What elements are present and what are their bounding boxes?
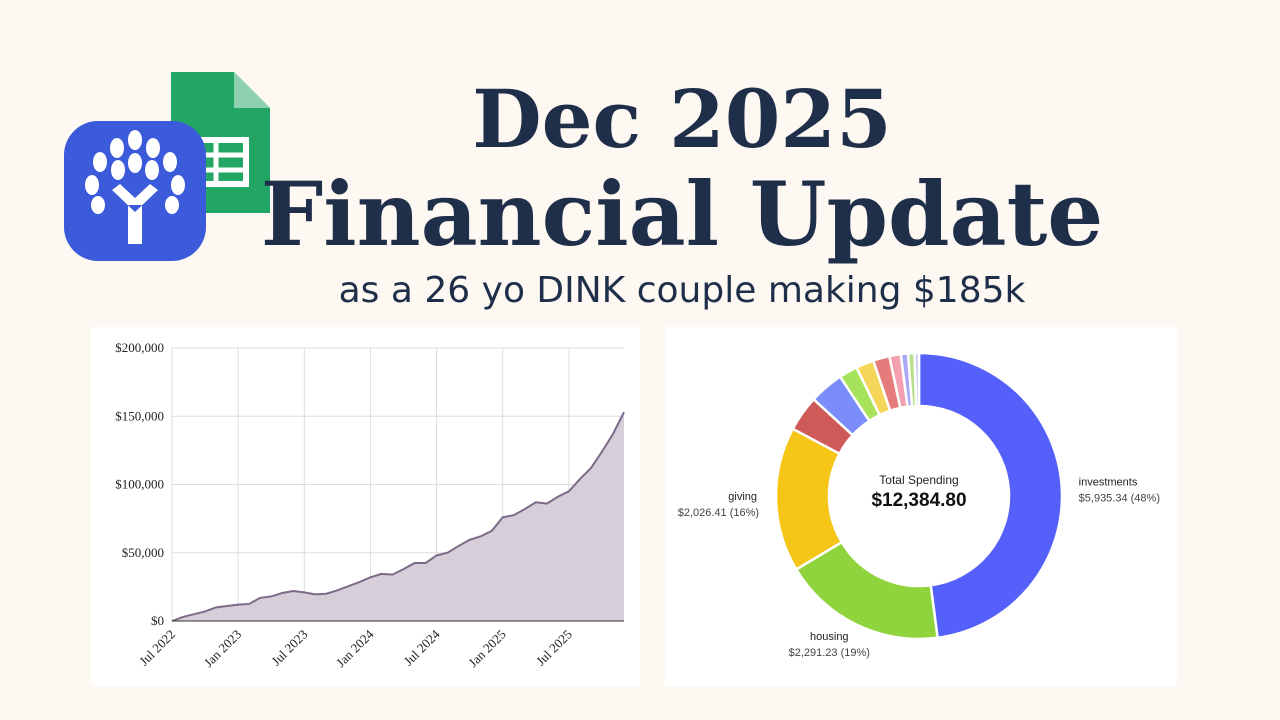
donut-chart: investments $5,935.34 (48%) housing $2,291.… xyxy=(678,351,1160,659)
title-line-2: Financial Update xyxy=(261,162,1103,266)
title-line-1: Dec 2025 xyxy=(472,72,892,166)
slice-label: giving xyxy=(728,491,757,503)
y-tick-label: $200,000 xyxy=(115,340,164,355)
slice-value-label: $2,026.41 (16%) xyxy=(678,507,759,519)
area xyxy=(172,412,624,621)
slice-value-label: $2,291.23 (19%) xyxy=(789,647,870,659)
center-title: Total Spending xyxy=(879,473,958,487)
slice-label: housing xyxy=(810,631,849,643)
y-tick-label: $50,000 xyxy=(122,545,164,560)
subtitle: as a 26 yo DINK couple making $185k xyxy=(339,270,1026,311)
slice-label: investments xyxy=(1079,477,1138,489)
slice-value-label: $5,935.34 (48%) xyxy=(1079,493,1160,505)
center-value: $12,384.80 xyxy=(871,490,966,511)
y-tick-label: $150,000 xyxy=(115,408,164,423)
y-tick-label: $100,000 xyxy=(115,477,164,492)
donut-slice xyxy=(917,351,1064,640)
line xyxy=(171,411,625,622)
y-tick-label: $0 xyxy=(151,613,164,628)
ynab-icon xyxy=(64,121,206,261)
donut-slice xyxy=(913,351,921,408)
